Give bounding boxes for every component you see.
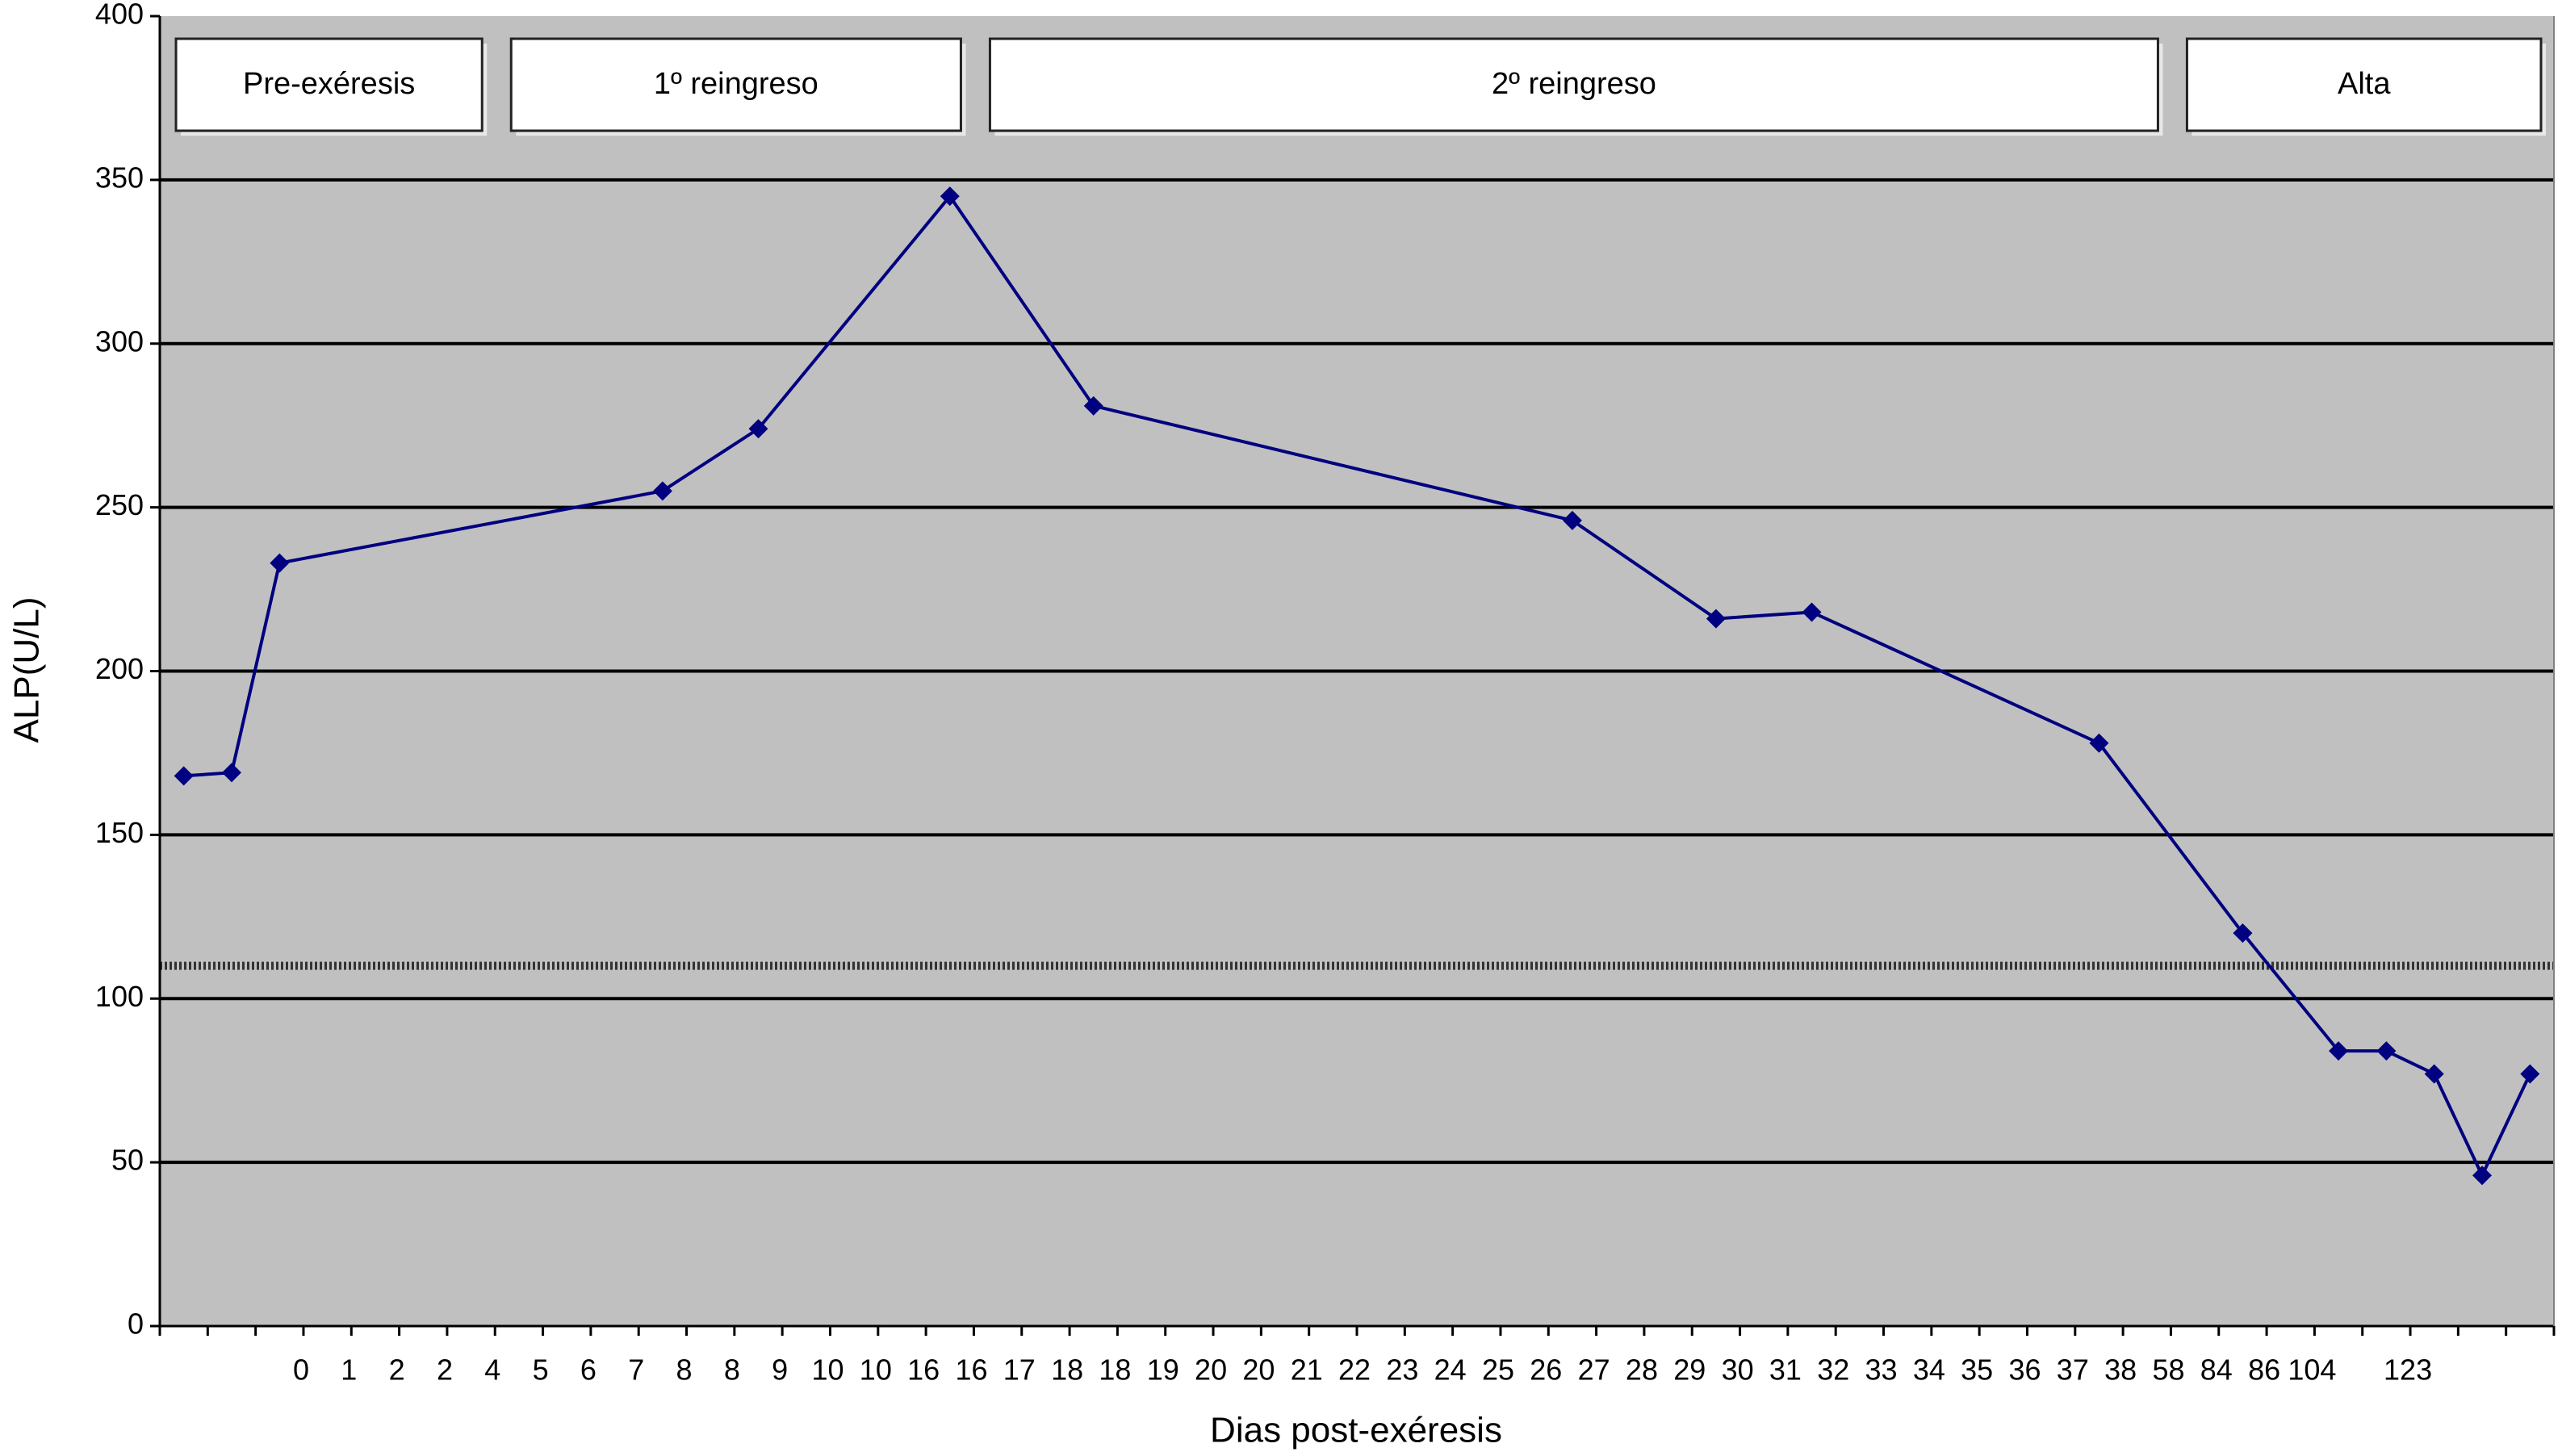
phase-label: 2º reingreso [1492, 67, 1656, 101]
x-tick-label: 10 [811, 1353, 844, 1387]
phase-bands: Pre-exéresis 1º reingreso 2º reingreso Alta [174, 37, 2546, 136]
line-segment [756, 195, 952, 430]
data-point [1562, 510, 1582, 530]
data-point [270, 553, 290, 573]
data-point [1083, 395, 1103, 416]
x-tick-label: 27 [1578, 1353, 1610, 1387]
x-tick-label: 16 [907, 1353, 940, 1387]
x-tick-label: 23 [1386, 1353, 1418, 1387]
y-tick-label: 350 [95, 161, 144, 194]
x-tick-label: 20 [1195, 1353, 1227, 1387]
x-tick-label: 86 [2248, 1353, 2280, 1387]
x-tick-label: 36 [2008, 1353, 2041, 1387]
x-tick-label: 30 [1722, 1353, 1754, 1387]
x-tick-label: 28 [1626, 1353, 1658, 1387]
data-point [221, 763, 241, 783]
data-point [652, 481, 672, 501]
y-axis-title: ALP(U/L) [7, 597, 47, 743]
data-point [2520, 1064, 2540, 1084]
x-tick-label: 2 [389, 1353, 405, 1387]
x-tick-label: 6 [580, 1353, 597, 1387]
x-tick-label: 8 [724, 1353, 740, 1387]
y-tick-label: 100 [95, 980, 144, 1013]
line-segment [2480, 1073, 2532, 1177]
phase-box [174, 37, 484, 132]
phase-box [509, 37, 962, 132]
x-tick-label: 104 [2288, 1353, 2336, 1387]
data-point [1706, 609, 1726, 629]
x-tick-label: 33 [1865, 1353, 1898, 1387]
y-tick-label: 50 [111, 1144, 144, 1177]
data-point [1802, 602, 1822, 622]
line-segment [661, 427, 760, 493]
x-tick-label: 25 [1482, 1353, 1514, 1387]
data-point [2424, 1064, 2444, 1084]
x-tick-label: 24 [1434, 1353, 1467, 1387]
data-point [174, 766, 194, 786]
x-tick-label: 22 [1338, 1353, 1371, 1387]
line-segment [948, 195, 1095, 407]
x-tick-label: 18 [1051, 1353, 1083, 1387]
y-tick-label: 400 [95, 0, 144, 31]
x-tick-label: 84 [2200, 1353, 2233, 1387]
x-tick-label: 8 [676, 1353, 693, 1387]
x-tick-label: 1 [341, 1353, 357, 1387]
x-tick-label: 21 [1291, 1353, 1323, 1387]
line-segment [1811, 610, 2100, 745]
x-tick-label: 7 [628, 1353, 644, 1387]
data-point [940, 186, 960, 207]
data-point [2089, 733, 2109, 753]
data-point [2376, 1041, 2397, 1061]
line-segment [278, 489, 664, 565]
data-point [2329, 1041, 2349, 1061]
x-tick-label: 34 [1913, 1353, 1945, 1387]
x-tick-label: 37 [2057, 1353, 2089, 1387]
phase-box [2185, 37, 2543, 132]
data-point [2472, 1165, 2493, 1186]
x-tick-label: 38 [2104, 1353, 2137, 1387]
x-tick-label: 10 [860, 1353, 892, 1387]
line-segment [1715, 610, 1812, 621]
x-tick-label: 19 [1147, 1353, 1179, 1387]
x-tick-label: 26 [1530, 1353, 1562, 1387]
data-marks [174, 186, 2540, 1186]
y-tick-label: 250 [95, 488, 144, 521]
line-segment [1571, 519, 1718, 621]
line-segment [2097, 742, 2245, 935]
data-point [748, 419, 768, 439]
x-tick-label: 35 [1961, 1353, 1993, 1387]
x-tick-label: 0 [293, 1353, 309, 1387]
x-tick-label: 9 [772, 1353, 788, 1387]
y-tick-label: 200 [95, 652, 144, 685]
line-segment [1093, 404, 1573, 522]
y-tick-label: 150 [95, 816, 144, 849]
phase-label: 1º reingreso [654, 67, 818, 101]
x-tick-label: 18 [1099, 1353, 1131, 1387]
x-tick-label: 20 [1242, 1353, 1275, 1387]
line-segment [2241, 931, 2340, 1052]
x-tick-label: 17 [1003, 1353, 1036, 1387]
grid [160, 178, 2554, 1165]
x-tick-label: 5 [533, 1353, 549, 1387]
line-segment [230, 563, 282, 773]
y-tick-label: 0 [128, 1307, 144, 1341]
line-segment [2432, 1073, 2484, 1177]
x-tick-label: 31 [1769, 1353, 1802, 1387]
x-tick-label: 32 [1817, 1353, 1849, 1387]
phase-label: Alta [2338, 67, 2391, 101]
phase-label: Pre-exéresis [243, 67, 415, 101]
y-tick-label: 300 [95, 324, 144, 358]
x-tick-label: 2 [437, 1353, 453, 1387]
x-tick-label: 16 [955, 1353, 987, 1387]
x-tick-label: 4 [484, 1353, 500, 1387]
x-tick-label: 123 [2384, 1353, 2432, 1387]
line-segment [2385, 1049, 2435, 1076]
x-tick-label: 29 [1673, 1353, 1706, 1387]
x-tick-label: 58 [2152, 1353, 2184, 1387]
data-point [2233, 923, 2253, 943]
x-axis-title: Dias post-exéresis [1210, 1411, 1502, 1450]
phase-box [988, 37, 2159, 132]
